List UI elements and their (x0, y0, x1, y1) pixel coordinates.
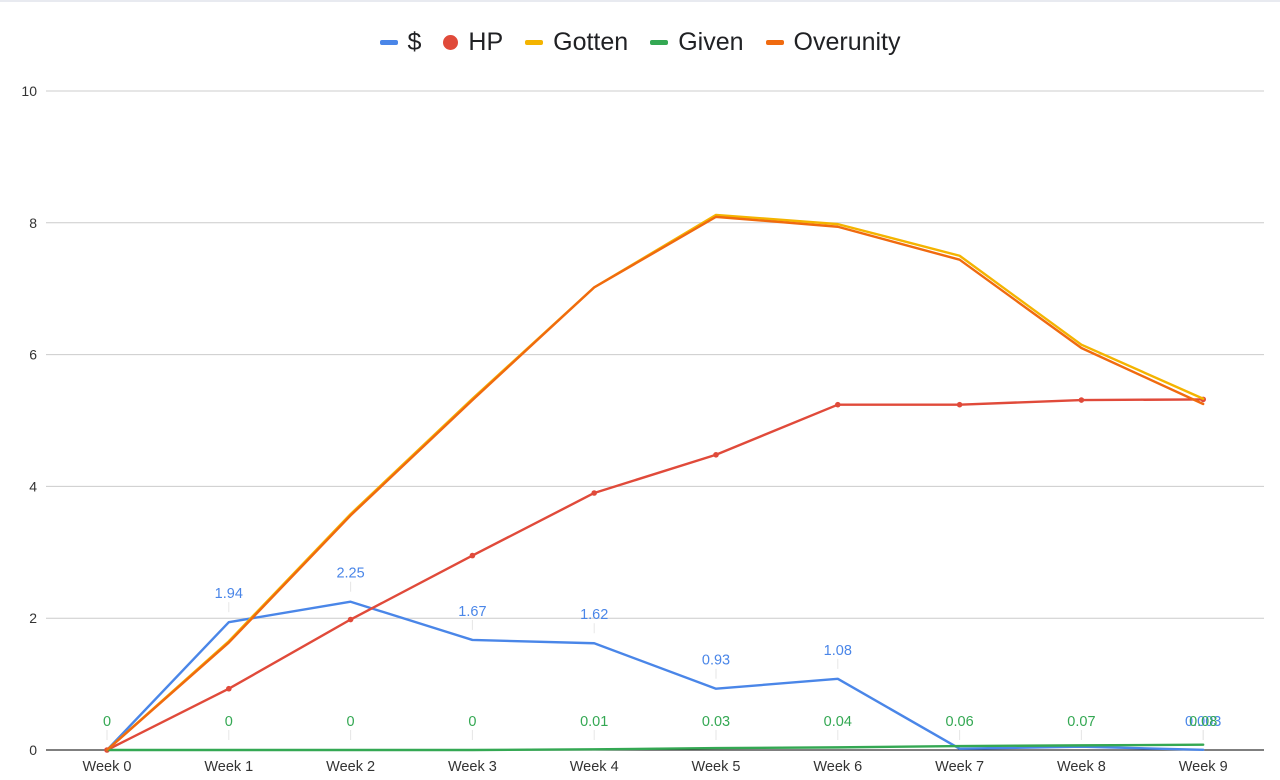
x-tick-label: Week 4 (570, 759, 619, 775)
data-label: 0.003 (1185, 714, 1221, 730)
x-tick-label: Week 3 (448, 759, 497, 775)
y-tick-label: 6 (29, 347, 37, 363)
legend-item: Gotten (525, 28, 628, 57)
hp-point (347, 616, 354, 623)
legend-item: HP (443, 28, 503, 57)
x-tick-label: Week 0 (83, 759, 132, 775)
data-label: 0.06 (945, 714, 973, 730)
legend-label: $ (407, 27, 422, 56)
x-tick-label: Week 6 (813, 759, 862, 775)
chart-legend: $ HP Gotten Given Overunity (0, 22, 1280, 62)
x-tick-label: Week 9 (1179, 759, 1228, 775)
hp-point (1078, 397, 1085, 403)
y-tick-label: 4 (29, 478, 37, 494)
x-tick-label: Week 7 (935, 759, 984, 775)
data-label: 0.08 (1189, 714, 1217, 730)
data-label: 0.04 (824, 714, 852, 730)
y-tick-label: 8 (29, 215, 37, 231)
legend-label: HP (468, 27, 504, 56)
x-tick-label: Week 2 (326, 759, 375, 775)
series-line-overunity (105, 215, 1205, 752)
hp-point (835, 401, 841, 408)
data-label: 1.94 (215, 586, 243, 602)
x-tick-label: Week 8 (1057, 759, 1106, 775)
data-label: 0 (225, 714, 233, 730)
data-label: 0.03 (702, 714, 730, 730)
data-label: 2.25 (336, 566, 364, 582)
y-tick-label: 10 (21, 83, 37, 99)
legend-label: Given (678, 27, 744, 56)
data-label: 1.62 (580, 607, 608, 623)
y-tick-label: 0 (29, 742, 37, 758)
legend-line-icon (765, 39, 784, 45)
hp-point (226, 685, 232, 692)
x-tick-label: Week 5 (692, 759, 741, 775)
legend-label: Gotten (553, 27, 629, 56)
legend-item: Overunity (765, 27, 901, 57)
legend-label: Overunity (793, 27, 901, 56)
legend-line-icon (379, 39, 398, 45)
legend-item: Given (650, 27, 744, 57)
x-tick-label: Week 1 (204, 759, 253, 775)
hp-point (713, 451, 719, 458)
data-label: 1.08 (824, 643, 852, 659)
series-line- (105, 600, 1205, 752)
series-line-gotten (105, 213, 1205, 752)
data-label: 0 (103, 714, 111, 730)
hp-point (591, 490, 597, 496)
legend-line-icon (650, 39, 669, 45)
data-label: 0.07 (1067, 714, 1095, 730)
legend-dot-icon (443, 34, 459, 50)
data-label: 0 (347, 714, 355, 730)
data-label: 0.93 (702, 653, 730, 669)
series-line-given (105, 743, 1205, 752)
hp-point (956, 401, 963, 408)
data-label: 0 (468, 714, 476, 730)
hp-point (469, 552, 476, 559)
y-tick-label: 2 (29, 610, 37, 626)
legend-line-icon (525, 39, 544, 45)
top-border (0, 0, 1280, 2)
series-line-hp (105, 398, 1205, 752)
legend-item: $ (379, 27, 422, 57)
data-label: 0.01 (580, 714, 608, 730)
data-label: 1.67 (458, 604, 486, 620)
